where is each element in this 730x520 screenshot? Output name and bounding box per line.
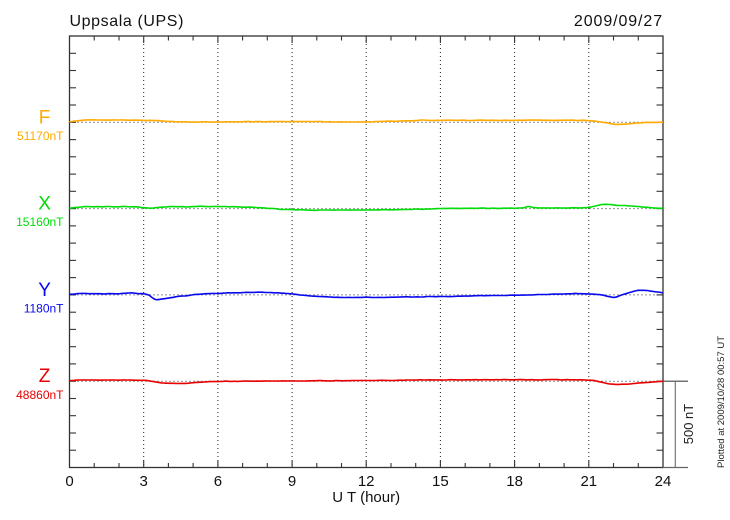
svg-text:3: 3 <box>140 473 148 490</box>
svg-text:6: 6 <box>214 473 222 490</box>
svg-text:F: F <box>39 107 51 128</box>
svg-text:0: 0 <box>65 473 73 490</box>
svg-text:12: 12 <box>358 473 375 490</box>
svg-text:15160nT: 15160nT <box>16 215 64 229</box>
svg-text:Y: Y <box>38 280 51 301</box>
svg-text:18: 18 <box>506 473 523 490</box>
svg-text:Plotted at 2009/10/28 00:57 UT: Plotted at 2009/10/28 00:57 UT <box>716 336 727 468</box>
svg-text:21: 21 <box>580 473 597 490</box>
svg-text:9: 9 <box>288 473 296 490</box>
svg-text:500 nT: 500 nT <box>681 404 696 445</box>
svg-text:X: X <box>38 194 51 215</box>
svg-text:1180nT: 1180nT <box>24 302 64 316</box>
svg-text:24: 24 <box>655 473 672 490</box>
svg-text:Z: Z <box>39 366 51 387</box>
svg-text:51170nT: 51170nT <box>17 129 64 143</box>
svg-text:Uppsala (UPS): Uppsala (UPS) <box>70 13 185 30</box>
svg-text:15: 15 <box>432 473 449 490</box>
svg-text:2009/09/27: 2009/09/27 <box>574 13 663 30</box>
svg-text:U T (hour): U T (hour) <box>332 489 400 506</box>
svg-text:48860nT: 48860nT <box>16 388 64 402</box>
